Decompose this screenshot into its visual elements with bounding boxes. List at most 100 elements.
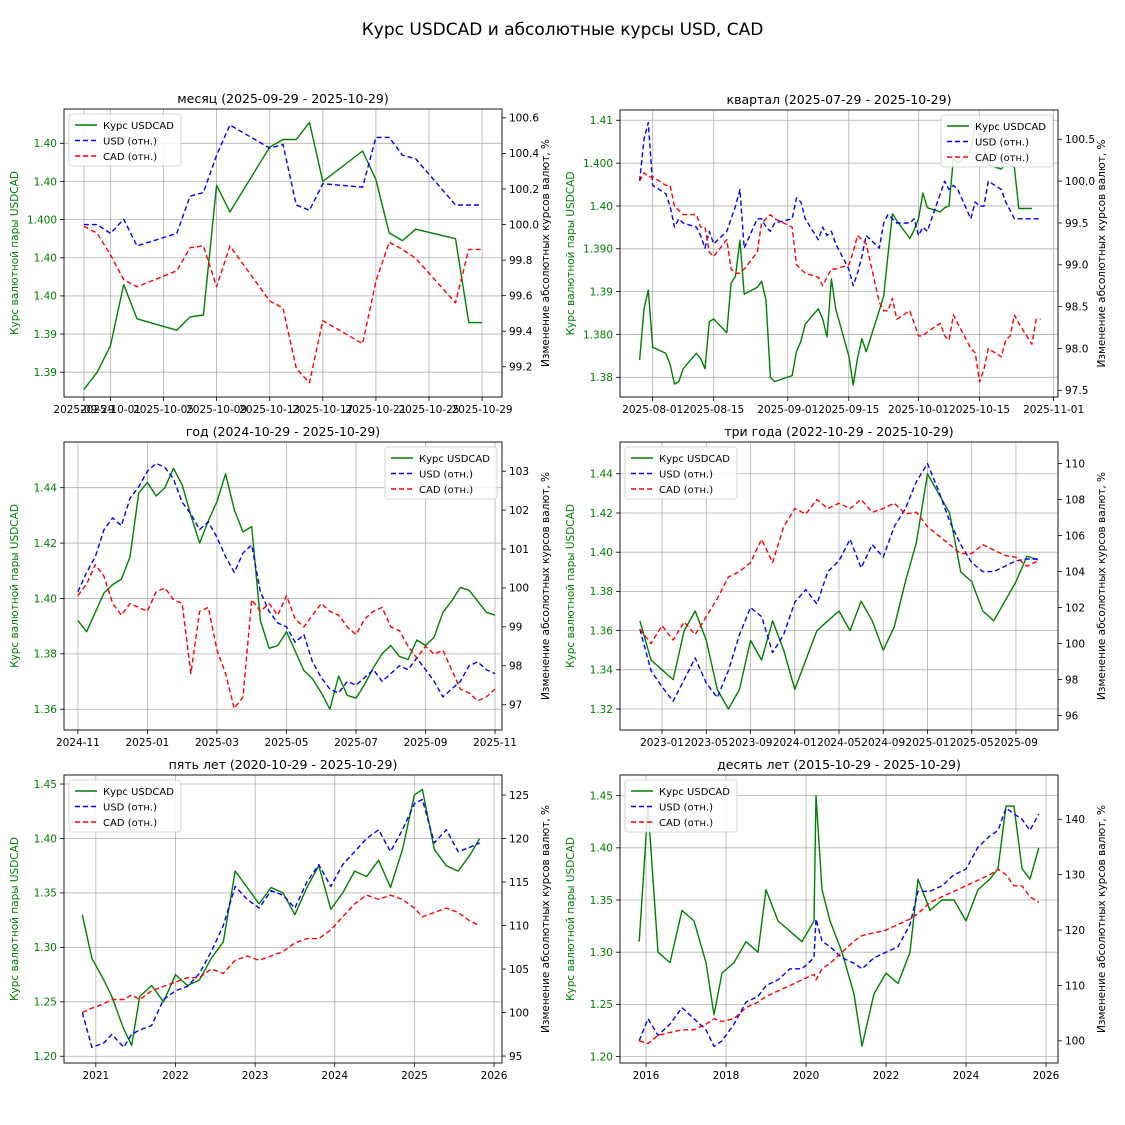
x-tick-label: 2022	[162, 1070, 189, 1082]
x-tick-label: 2023-01	[640, 737, 684, 749]
series-line-rate	[81, 788, 481, 1047]
x-tick-label: 2024-09	[861, 737, 905, 749]
y-tick-label-right: 100.0	[1065, 176, 1095, 188]
x-tick-label: 2025-10-21	[345, 404, 406, 416]
series-line-cad	[83, 225, 483, 384]
y-axis-label-left: Курс валютной пары USDCAD	[565, 504, 577, 668]
chart-panel-2: 2025-08-01 2025-08-15 2025-09-01 2025-09-15…	[565, 92, 1108, 416]
y-tick-label-right: 120	[1065, 925, 1085, 937]
series-line-rate	[638, 795, 1040, 1047]
y-tick-label-right: 110	[509, 920, 529, 932]
panel-title: месяц (2025-09-29 - 2025-10-29)	[177, 91, 389, 106]
y-tick-label-left: 1.30	[34, 942, 57, 954]
y-tick-label-right: 106	[1065, 530, 1085, 542]
y-tick-label-left: 1.400	[27, 214, 57, 226]
x-tick-label: 2025-10-05	[133, 404, 194, 416]
x-tick-label: 2016	[633, 1070, 660, 1082]
legend: Курс USDCAD USD (отн.) CAD (отн.)	[68, 113, 182, 167]
y-tick-label-right: 99.0	[1065, 260, 1088, 272]
chart-panel-5: 2021 2022 2023 2024 2025 2026 1.20 1.25 1.30 1.35…	[9, 757, 552, 1082]
y-tick-label-left: 1.40	[590, 201, 613, 213]
y-tick-label-right: 100	[509, 583, 529, 595]
series-line-usd	[81, 798, 480, 1049]
y-tick-label-right: 101	[509, 544, 529, 556]
x-tick-label: 2025-10-25	[398, 404, 459, 416]
x-tick-label: 2025-11	[473, 737, 517, 749]
x-tick-label: 2022	[873, 1070, 900, 1082]
y-tick-label-right: 100.4	[509, 148, 539, 160]
y-tick-label-left: 1.40	[590, 843, 613, 855]
panel-title: три года (2022-10-29 - 2025-10-29)	[724, 424, 953, 439]
legend-label: USD (отн.)	[659, 802, 713, 813]
legend-label: USD (отн.)	[103, 802, 157, 813]
y-tick-label-right: 98	[509, 661, 522, 673]
y-tick-label-right: 99.8	[509, 255, 532, 267]
legend-label: Курс USDCAD	[419, 454, 490, 465]
y-tick-label-right: 100	[1065, 638, 1085, 650]
legend-label: CAD (отн.)	[975, 153, 1029, 164]
y-tick-label-left: 1.42	[34, 538, 57, 550]
y-axis-label-left: Курс валютной пары USDCAD	[9, 837, 21, 1001]
y-tick-label-left: 1.41	[590, 115, 613, 127]
y-axis-label-left: Курс валютной пары USDCAD	[565, 172, 577, 336]
plot-frame	[63, 108, 503, 398]
y-tick-label-right: 100	[1065, 1036, 1085, 1048]
y-tick-label-left: 1.44	[34, 482, 58, 494]
y-axis-label-left: Курс валютной пары USDCAD	[9, 171, 21, 335]
y-tick-label-left: 1.34	[590, 665, 614, 677]
chart-panel-4: 2023-01 2023-05 2023-09 2024-01 2024-05 2024-…	[565, 424, 1108, 749]
x-tick-label: 2025-01	[125, 737, 169, 749]
y-tick-label-left: 1.40	[34, 593, 57, 605]
series-line-usd	[638, 121, 1041, 287]
series-line-usd	[639, 462, 1039, 702]
figure-title: Курс USDCAD и абсолютные курсы USD, CAD	[361, 20, 764, 40]
series-line-cad	[638, 868, 1040, 1045]
legend-label: Курс USDCAD	[103, 121, 174, 132]
y-tick-label-right: 99.5	[1065, 218, 1088, 230]
y-tick-label-left: 1.36	[590, 625, 614, 637]
x-tick-label: 2025-10-13	[239, 404, 300, 416]
y-tick-label-right: 98.0	[1065, 343, 1088, 355]
legend: Курс USDCAD USD (отн.) CAD (отн.)	[624, 779, 738, 833]
y-tick-label-right: 100.0	[509, 219, 539, 231]
y-tick-label-right: 102	[509, 505, 529, 517]
legend-label: USD (отн.)	[975, 137, 1029, 148]
y-tick-label-left: 1.40	[590, 547, 613, 559]
x-tick-label: 2025-08-15	[683, 404, 744, 416]
x-tick-label: 2021	[82, 1070, 109, 1082]
x-tick-label: 2026	[1033, 1070, 1060, 1082]
x-tick-label: 2024-05	[817, 737, 861, 749]
y-tick-label-right: 125	[509, 790, 529, 802]
y-tick-label-left: 1.45	[34, 779, 57, 791]
legend-label: USD (отн.)	[103, 136, 157, 147]
y-tick-label-left: 1.39	[34, 367, 57, 379]
y-axis-label-left: Курс валютной пары USDCAD	[565, 837, 577, 1001]
y-tick-label-right: 99.4	[509, 326, 533, 338]
y-tick-label-left: 1.400	[583, 158, 613, 170]
series-line-rate	[639, 473, 1039, 710]
legend-label: USD (отн.)	[659, 469, 713, 480]
y-tick-label-right: 99.2	[509, 362, 532, 374]
y-axis-label-right: Изменение абсолютных курсов валют, %	[540, 805, 552, 1033]
series-line-usd	[638, 807, 1040, 1048]
series-line-rate	[83, 121, 483, 390]
legend: Курс USDCAD USD (отн.) CAD (отн.)	[68, 779, 182, 833]
y-tick-label-left: 1.45	[590, 790, 613, 802]
x-tick-label: 2023	[242, 1070, 269, 1082]
y-tick-label-right: 100.5	[1065, 134, 1095, 146]
x-tick-label: 2025-07	[334, 737, 378, 749]
x-tick-label: 2025-09	[994, 737, 1038, 749]
y-axis-label-right: Изменение абсолютных курсов валют, %	[1096, 472, 1108, 700]
panel-title: год (2024-10-29 - 2025-10-29)	[186, 424, 380, 439]
y-tick-label-left: 1.39	[590, 286, 613, 298]
x-tick-label: 2025-01	[906, 737, 950, 749]
x-tick-label: 2025-05	[950, 737, 994, 749]
y-tick-label-right: 140	[1065, 814, 1085, 826]
series-line-usd	[77, 462, 496, 698]
x-tick-label: 2025-03	[195, 737, 239, 749]
y-tick-label-right: 97.5	[1065, 385, 1088, 397]
plot-frame	[619, 774, 1059, 1064]
legend-box	[68, 113, 182, 167]
x-tick-label: 2025-09-15	[818, 404, 879, 416]
